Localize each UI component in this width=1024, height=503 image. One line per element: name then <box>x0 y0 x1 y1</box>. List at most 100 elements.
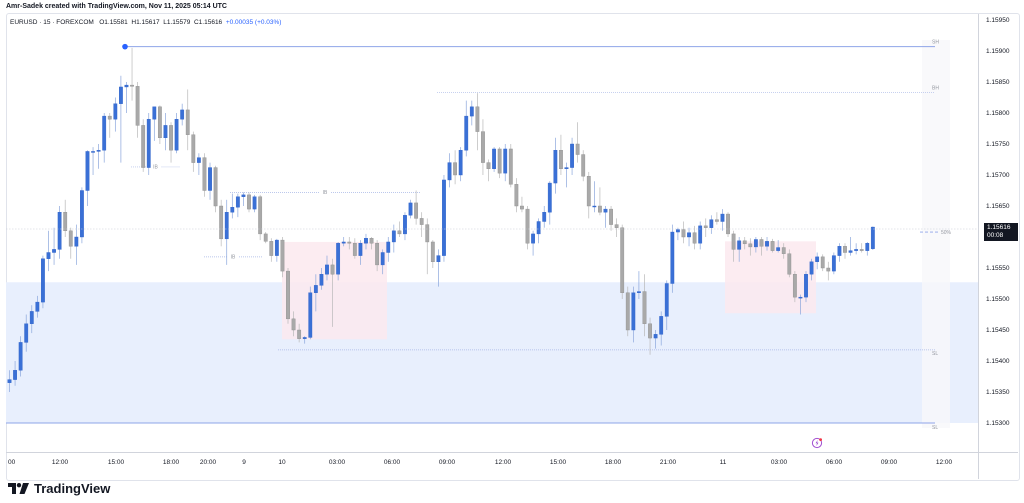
level-label: SH <box>932 40 939 46</box>
bear-candle <box>714 219 719 222</box>
bear-candle <box>692 232 697 244</box>
bear-candle <box>141 125 146 168</box>
bull-candle <box>13 370 17 380</box>
swing-high-marker <box>122 43 128 50</box>
bull-candle <box>831 255 836 272</box>
bear-candle <box>191 134 196 163</box>
bull-candle <box>208 167 212 191</box>
bear-candle <box>770 241 775 251</box>
bull-candle <box>442 179 446 256</box>
price-tick-label: 1.15350 <box>986 389 1010 396</box>
bull-candle <box>865 242 870 251</box>
bear-candle <box>375 242 380 266</box>
bull-candle <box>553 149 558 184</box>
symbol-legend: EURUSD · 15 · FOREXCOM O1.15581 H1.15617… <box>10 19 281 26</box>
bull-candle <box>542 211 547 222</box>
bear-candle <box>820 256 825 269</box>
bull-candle <box>146 118 151 168</box>
bear-candle <box>781 247 786 254</box>
bear-candle <box>625 292 630 331</box>
bear-candle <box>581 154 586 177</box>
bull-candle <box>7 379 12 383</box>
tradingview-logo-icon <box>8 482 29 494</box>
bear-candle <box>559 149 563 169</box>
bull-candle <box>358 242 363 256</box>
level-label: 50% <box>941 230 952 236</box>
bear-candle <box>742 240 747 245</box>
bear-candle <box>648 323 652 339</box>
bear-candle <box>430 241 435 263</box>
time-tick-label: 20:00 <box>200 459 217 466</box>
bull-candle <box>274 239 279 256</box>
bull-candle <box>391 230 396 243</box>
premium-box-2 <box>725 241 816 314</box>
bear-candle <box>609 208 613 225</box>
time-tick-label: 18:00 <box>605 459 622 466</box>
bull-candle <box>325 264 329 275</box>
bear-candle <box>63 211 68 231</box>
bear-candle <box>107 115 112 120</box>
time-tick-label: 03:00 <box>771 459 788 466</box>
bear-candle <box>843 246 847 253</box>
symbol-name[interactable]: EURUSD · 15 · FOREXCOM <box>10 19 94 26</box>
time-axis[interactable]: 00 12:00 15:00 18:00 20:00 9 10 03:00 06:00 09:00… <box>8 459 953 466</box>
bull-candle <box>676 229 680 233</box>
bull-candle <box>180 109 185 120</box>
bull-candle <box>765 241 769 247</box>
bear-candle <box>520 205 524 210</box>
bull-candle <box>637 291 641 293</box>
swing-high-dot <box>122 43 128 50</box>
bull-candle <box>230 207 235 213</box>
time-tick-label: 11 <box>720 459 727 466</box>
bull-candle <box>18 342 23 371</box>
level-label: IB <box>153 165 158 171</box>
bear-candle <box>169 125 173 151</box>
price-tick-label: 1.15400 <box>986 358 1010 365</box>
bear-candle <box>419 218 424 225</box>
bull-candle <box>380 252 385 266</box>
price-axis[interactable]: 1.15950 1.15900 1.15850 1.15800 1.15750 1.157… <box>986 17 1010 427</box>
tradingview-logo[interactable]: TradingView <box>8 481 110 496</box>
bear-candle <box>859 249 864 251</box>
time-tick-label: 18:00 <box>163 459 180 466</box>
bull-candle <box>464 115 469 151</box>
bull-candle <box>35 301 40 312</box>
bear-candle <box>792 274 797 298</box>
lightning-alert-icon[interactable] <box>811 437 823 449</box>
bull-candle <box>503 148 508 174</box>
price-tick-label: 1.15950 <box>986 17 1010 24</box>
bear-candle <box>486 162 491 170</box>
bull-candle <box>809 261 814 275</box>
bear-candle <box>748 243 753 248</box>
price-tick-label: 1.15550 <box>986 265 1010 272</box>
time-tick-label: 10 <box>278 459 286 466</box>
bear-candle <box>280 239 285 272</box>
bull-candle <box>469 106 474 117</box>
bull-candle <box>341 241 346 244</box>
price-tick-label: 1.15800 <box>986 110 1010 117</box>
bull-candle <box>436 255 441 263</box>
bear-candle <box>575 143 580 155</box>
bear-candle <box>514 184 519 207</box>
price-tick-label: 1.15450 <box>986 327 1010 334</box>
bull-candle <box>776 247 781 251</box>
bull-candle <box>85 151 90 191</box>
bear-candle <box>397 230 402 235</box>
bear-candle <box>620 227 625 293</box>
bear-candle <box>213 167 218 207</box>
bear-candle <box>759 239 764 247</box>
price-tick-label: 1.15300 <box>986 420 1010 427</box>
chart-credit: Amr-Sadek created with TradingView.com, … <box>6 3 227 10</box>
bull-candle <box>252 196 257 210</box>
bear-candle <box>787 253 792 275</box>
bear-candle <box>369 238 374 244</box>
bear-candle <box>297 329 302 339</box>
bear-candle <box>185 109 190 135</box>
bull-candle <box>870 226 875 249</box>
bull-candle <box>536 221 541 235</box>
bull-candle <box>854 249 859 251</box>
bull-candle <box>687 232 691 238</box>
bear-candle <box>130 84 134 87</box>
bull-candle <box>592 205 597 208</box>
